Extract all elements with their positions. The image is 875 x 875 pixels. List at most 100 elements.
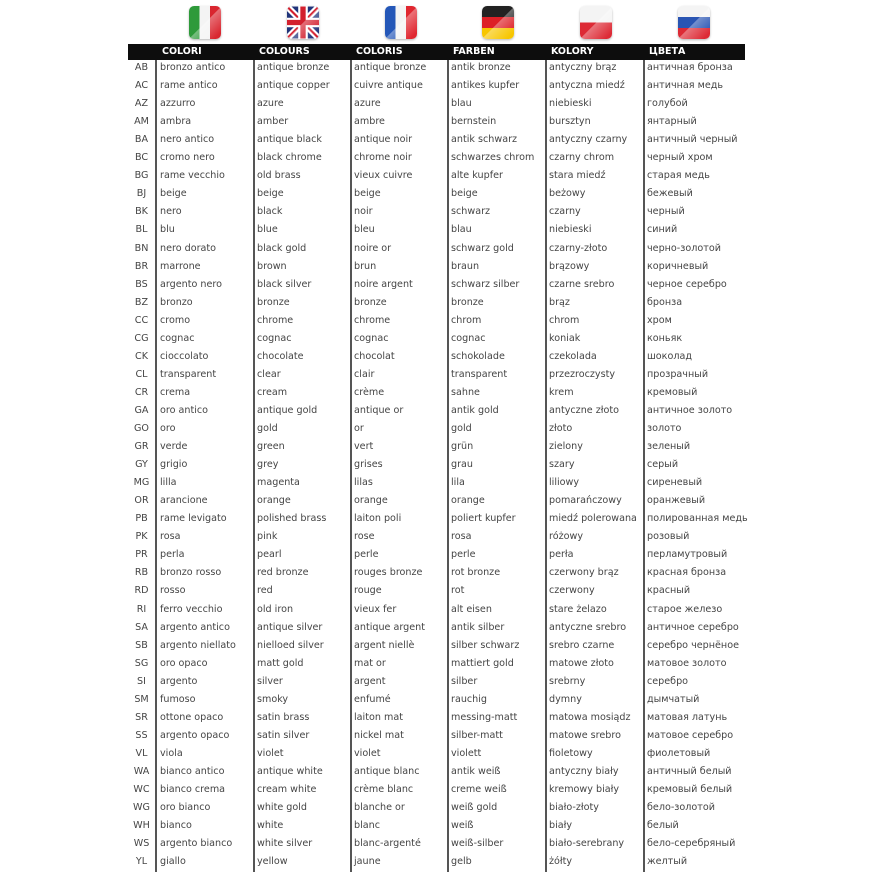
color-name: rot bronze	[451, 567, 501, 579]
color-name: cuivre antique	[354, 80, 423, 92]
color-name: violet	[257, 747, 284, 759]
color-code: BC	[134, 152, 149, 164]
color-name: enfumé	[354, 693, 391, 705]
color-name: antik bronze	[451, 62, 511, 73]
color-name: blanche or	[354, 802, 405, 814]
color-name: bleu	[354, 224, 375, 236]
color-name: сиреневый	[647, 477, 703, 489]
color-name: bronze	[257, 296, 290, 308]
color-name: antique black	[257, 134, 322, 146]
color-name: lila	[451, 477, 465, 489]
color-code: VL	[135, 747, 148, 759]
color-name: bianco antico	[160, 765, 225, 777]
color-name: pomarańczowy	[549, 495, 622, 507]
color-code: GA	[134, 404, 149, 416]
color-name: beige	[160, 188, 187, 200]
color-code: SA	[135, 621, 148, 633]
color-name: gold	[451, 423, 472, 434]
color-code: WA	[133, 765, 150, 777]
color-name: white silver	[257, 838, 313, 850]
color-name: синий	[647, 224, 678, 236]
color-name: черное серебро	[647, 278, 727, 290]
color-name: rosa	[451, 531, 472, 543]
color-name: crème	[354, 386, 385, 398]
color-name: verde	[160, 441, 188, 453]
color-name: античная медь	[647, 80, 724, 92]
color-name: ottone opaco	[160, 711, 224, 723]
color-name: голубой	[647, 98, 688, 110]
color-name: cromo nero	[160, 152, 215, 164]
color-name: silber	[451, 675, 478, 687]
color-name: ambra	[160, 116, 192, 128]
color-name: viola	[160, 747, 183, 759]
color-name: stare żelazo	[549, 603, 607, 615]
color-name: azure	[257, 98, 284, 110]
color-code: SS	[135, 729, 148, 741]
color-name: antique white	[257, 765, 323, 777]
color-name: clair	[354, 368, 375, 380]
color-name: violett	[451, 747, 482, 759]
color-code: BR	[134, 260, 149, 272]
color-name: nickel mat	[354, 729, 404, 741]
color-name: jaune	[354, 856, 381, 868]
color-name: античная бронза	[647, 62, 733, 73]
color-name: vert	[354, 441, 374, 453]
color-name: antique bronze	[257, 62, 330, 73]
color-name: красный	[647, 585, 691, 597]
color-name: оранжевый	[647, 495, 706, 507]
color-name: bronzo rosso	[160, 567, 222, 579]
color-name: rauchig	[451, 693, 488, 705]
color-name: blanc	[354, 820, 380, 832]
color-name: biało-serebrany	[549, 838, 625, 850]
color-name: bronzo antico	[160, 62, 226, 73]
color-name: matowe srebro	[549, 729, 621, 741]
color-name: antyczne srebro	[549, 621, 627, 633]
poland-flag	[580, 6, 612, 39]
color-code: PK	[135, 531, 148, 543]
color-name: vieux fer	[354, 603, 397, 615]
color-name: vieux cuivre	[354, 170, 413, 182]
color-name: azure	[354, 98, 381, 110]
color-name: rot	[451, 585, 465, 597]
color-name: antyczny czarny	[549, 134, 628, 146]
color-name: white	[257, 820, 284, 832]
color-name: kremowy biały	[549, 784, 620, 795]
color-name: rose	[354, 531, 375, 543]
color-name: crème blanc	[354, 784, 414, 795]
color-name: black gold	[257, 242, 307, 254]
color-name: srebro czarne	[549, 639, 615, 651]
color-name: rosa	[160, 531, 181, 543]
color-code: SM	[134, 693, 149, 705]
color-name: antyczna miedź	[549, 80, 625, 92]
color-name: gold	[257, 423, 278, 434]
column-header: KOLORY	[551, 46, 594, 57]
color-name: fioletowy	[549, 747, 593, 759]
color-name: weiß-silber	[451, 838, 504, 850]
color-name: matowa mosiądz	[549, 711, 631, 723]
color-name: blau	[451, 98, 472, 110]
color-name: янтарный	[647, 116, 697, 128]
color-name: brązowy	[549, 260, 590, 272]
color-code: BA	[134, 134, 149, 146]
color-name: lilas	[354, 477, 373, 489]
color-code: SG	[134, 657, 149, 669]
color-name: bronze	[451, 296, 484, 308]
color-name: античный черный	[647, 134, 738, 146]
color-name: antyczny biały	[549, 765, 619, 777]
color-name: polished brass	[257, 513, 327, 525]
color-name: żółty	[549, 856, 573, 868]
color-name: poliert kupfer	[451, 513, 516, 525]
color-name: noire argent	[354, 278, 413, 290]
color-name: cognac	[257, 332, 292, 344]
color-name: yellow	[257, 856, 288, 868]
color-name: античный белый	[647, 765, 732, 777]
color-code: BL	[135, 224, 148, 236]
color-name: dymny	[549, 693, 582, 705]
color-name: antyczny brąz	[549, 62, 617, 73]
color-name: czerwony	[549, 585, 595, 597]
color-name: miedź polerowana	[549, 513, 637, 525]
color-name: smoky	[257, 693, 289, 705]
column-divider	[545, 60, 547, 872]
color-code: AB	[134, 62, 149, 73]
color-name: argento niellato	[160, 639, 236, 651]
